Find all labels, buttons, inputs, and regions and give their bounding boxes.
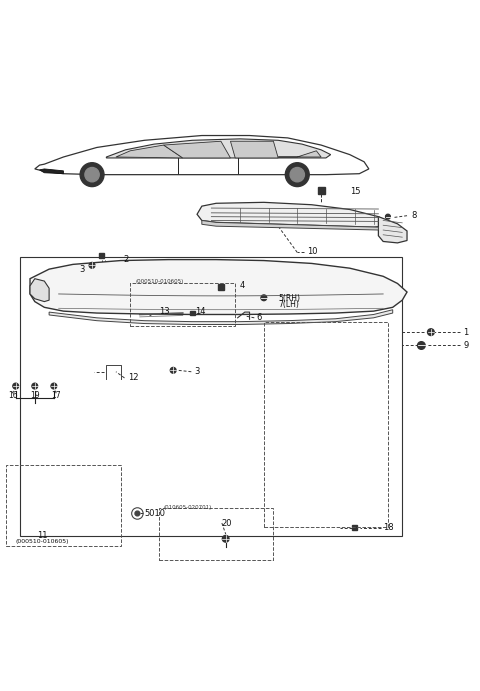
Text: 9: 9 [463,341,468,350]
Circle shape [290,167,304,182]
Polygon shape [164,141,230,158]
Circle shape [85,167,99,182]
Text: 20: 20 [221,518,231,527]
Polygon shape [39,169,63,173]
Text: 4: 4 [240,281,245,290]
Bar [6,465,120,546]
Polygon shape [230,141,278,158]
Text: 16: 16 [9,391,18,400]
Text: 10: 10 [307,247,317,256]
Polygon shape [49,310,393,325]
Bar [190,311,195,315]
Text: 18: 18 [383,523,394,532]
Polygon shape [202,220,378,230]
Circle shape [13,384,19,389]
Text: 5(RH): 5(RH) [278,294,300,303]
Circle shape [89,263,95,268]
Circle shape [385,214,390,219]
Polygon shape [197,202,388,227]
Text: 17: 17 [51,391,61,400]
Circle shape [418,341,425,350]
Text: 8: 8 [412,211,417,220]
Text: 3: 3 [195,367,200,376]
Bar [218,285,224,290]
Text: 19: 19 [30,391,40,400]
Bar [99,254,104,258]
Circle shape [170,368,176,373]
Text: 5010: 5010 [144,509,166,518]
Text: 2: 2 [123,255,128,264]
Circle shape [80,162,104,187]
Polygon shape [116,145,183,158]
Bar [318,187,324,194]
Circle shape [428,329,434,335]
Text: 14: 14 [195,307,205,316]
Circle shape [261,295,267,301]
Circle shape [32,384,37,389]
Circle shape [222,536,229,542]
Circle shape [51,384,57,389]
Polygon shape [30,278,49,301]
Bar [352,525,357,530]
Polygon shape [378,217,407,243]
Text: 7(LH): 7(LH) [278,301,299,310]
Text: 15: 15 [350,187,360,196]
Polygon shape [107,139,331,158]
Text: 13: 13 [159,307,169,316]
Text: (000510-010605): (000510-010605) [15,539,69,544]
Text: 3: 3 [80,265,85,274]
Circle shape [285,162,309,187]
Bar [159,508,274,560]
Text: 12: 12 [128,373,138,382]
Text: (000510-010605): (000510-010605) [135,278,183,283]
Bar [21,257,402,536]
Polygon shape [278,151,321,157]
Text: (010605-020701): (010605-020701) [164,505,212,510]
Bar [264,321,388,527]
Text: 11: 11 [36,531,47,540]
Circle shape [135,511,140,516]
Text: 1: 1 [463,328,468,337]
Polygon shape [30,260,407,314]
Text: 6: 6 [257,313,262,322]
Bar [130,283,235,326]
